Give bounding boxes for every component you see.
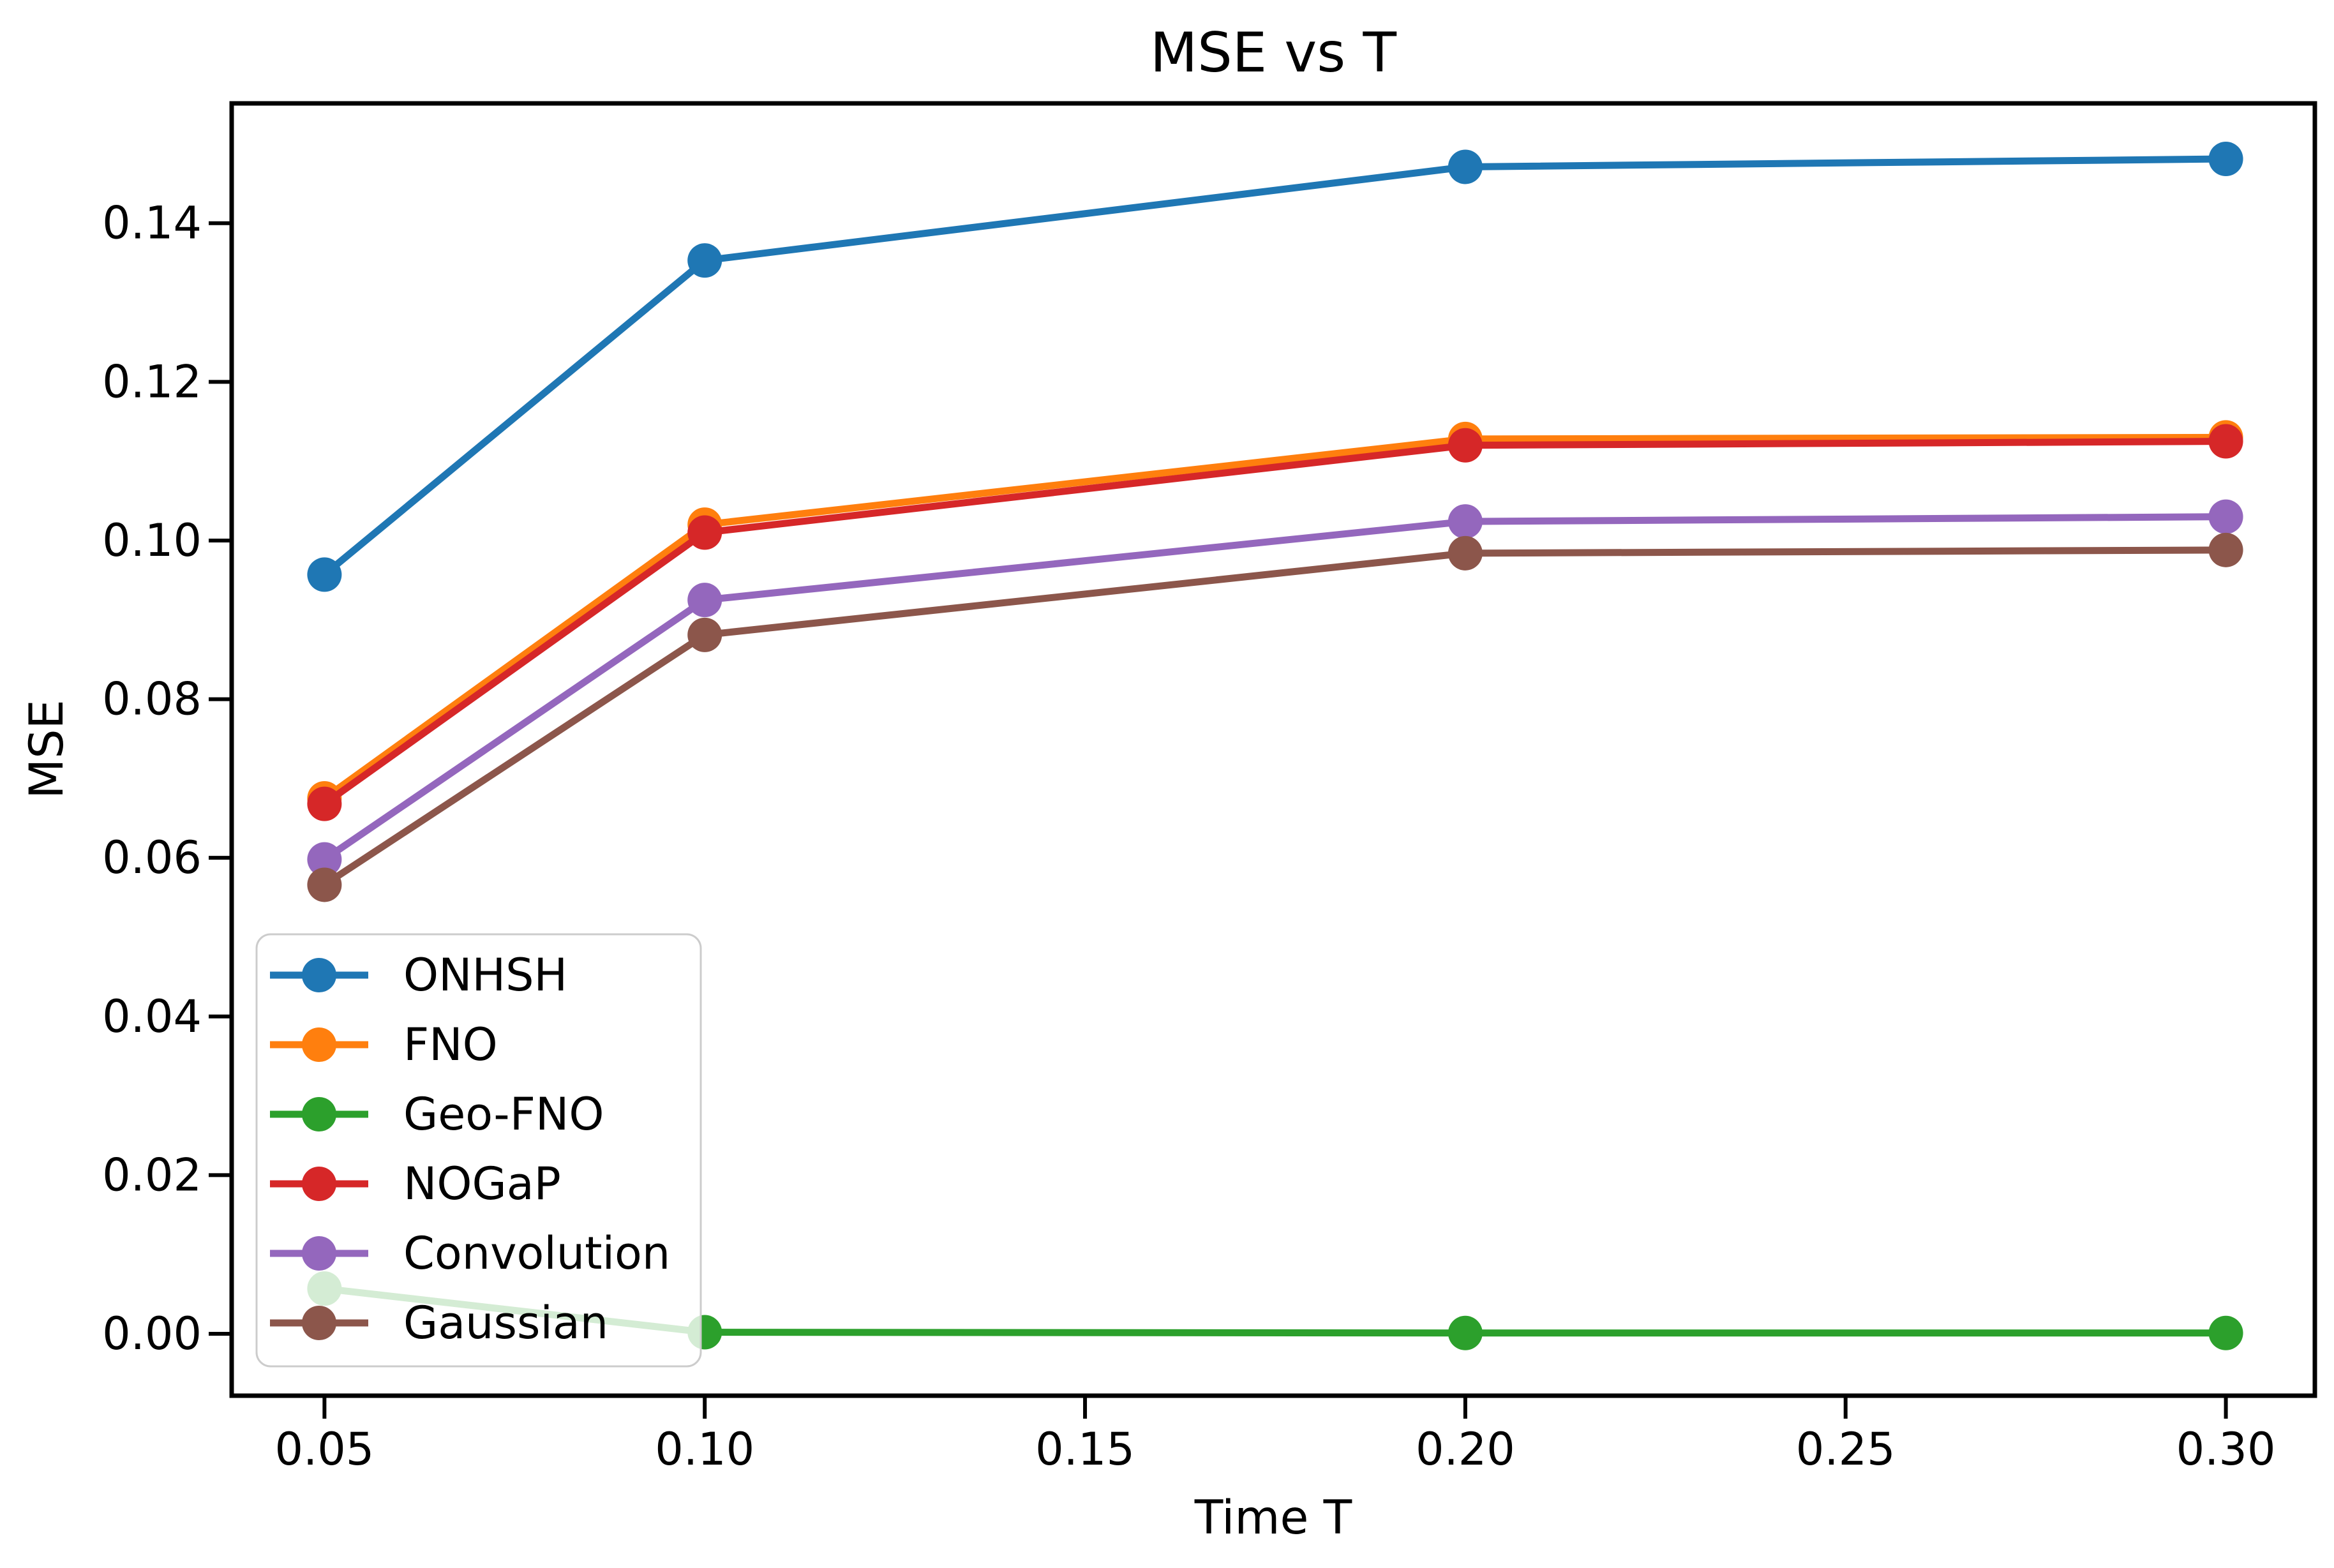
legend-swatch-marker-ONHSH [302,958,336,992]
legend-label-ONHSH: ONHSH [403,949,567,1001]
series-line-Gaussian [320,546,2230,888]
legend-label-Convolution: Convolution [403,1227,670,1280]
series-marker-Gaussian-1 [687,617,722,652]
axes-layer: 0.05 0.10 0.15 0.20 0.25 0.30 0.00 0.02 0.04 0.06… [102,101,2317,1475]
legend-label-Gaussian: Gaussian [403,1297,608,1349]
series-line-FNO [320,433,2230,802]
series-marker-Convolution-3 [2208,499,2243,534]
legend-item-FNO: FNO [270,1019,498,1071]
series-marker-NOGaP-0 [307,786,342,821]
legend-item-Gaussian: Gaussian [270,1297,608,1349]
series-line-ONHSH [320,155,2230,578]
series-line-Convolution [320,513,2230,863]
legend-item-Convolution: Convolution [270,1227,670,1280]
series-marker-Convolution-1 [687,583,722,618]
legend-item-NOGaP: NOGaP [270,1158,561,1210]
series-marker-NOGaP-1 [687,515,722,550]
series-marker-ONHSH-2 [1448,149,1483,184]
y-tick-label-7: 0.14 [102,197,202,250]
y-tick-label-2: 0.04 [102,990,202,1043]
series-marker-NOGaP-3 [2208,424,2243,459]
chart-title: MSE vs T [1150,21,1397,85]
legend-item-ONHSH: ONHSH [270,949,567,1001]
x-axis-label: Time T [1194,1491,1352,1545]
x-tick-label-2: 0.15 [1035,1423,1135,1475]
series-marker-Gaussian-2 [1448,535,1483,571]
series-marker-Convolution-0 [307,842,342,877]
y-tick-label-4: 0.08 [102,673,202,726]
y-tick-label-1: 0.02 [102,1149,202,1201]
series-marker-ONHSH-3 [2208,142,2243,177]
x-tick-label-3: 0.20 [1416,1423,1515,1475]
legend-label-FNO: FNO [403,1019,498,1071]
series-marker-Convolution-2 [1448,504,1483,539]
plot-border [229,101,2317,1398]
legend-swatch-marker-Gaussian [302,1306,336,1340]
y-axis-label: MSE [20,699,74,798]
x-tick-label-4: 0.25 [1796,1423,1896,1475]
legend-swatch-marker-Convolution [302,1236,336,1271]
series-marker-NOGaP-2 [1448,428,1483,463]
x-tick-label-1: 0.10 [655,1423,754,1475]
y-tick-label-5: 0.10 [102,514,202,567]
series-marker-Gaussian-0 [307,867,342,902]
legend-swatch-marker-Geo-FNO [302,1097,336,1131]
y-tick-label-6: 0.12 [102,355,202,408]
series-marker-Gaussian-3 [2208,532,2243,567]
legend-swatch-marker-NOGaP [302,1167,336,1201]
legend-item-Geo-FNO: Geo-FNO [270,1088,604,1140]
series-marker-Geo-FNO-3 [2208,1315,2243,1350]
series-marker-ONHSH-0 [307,557,342,592]
x-tick-label-0: 0.05 [274,1423,374,1475]
series-layer [307,142,2243,1350]
series-marker-ONHSH-1 [687,243,722,278]
y-tick-label-3: 0.06 [102,832,202,884]
legend-swatch-marker-FNO [302,1027,336,1062]
legend-label-NOGaP: NOGaP [403,1158,561,1210]
x-tick-label-5: 0.30 [2176,1423,2276,1475]
series-marker-Geo-FNO-2 [1448,1315,1483,1350]
legend-layer: ONHSH FNO Geo-FNO NOGaP Convolution Gaussian [255,933,702,1368]
y-tick-label-0: 0.00 [102,1308,202,1360]
legend-label-Geo-FNO: Geo-FNO [403,1088,604,1140]
series-line-NOGaP [320,438,2230,808]
